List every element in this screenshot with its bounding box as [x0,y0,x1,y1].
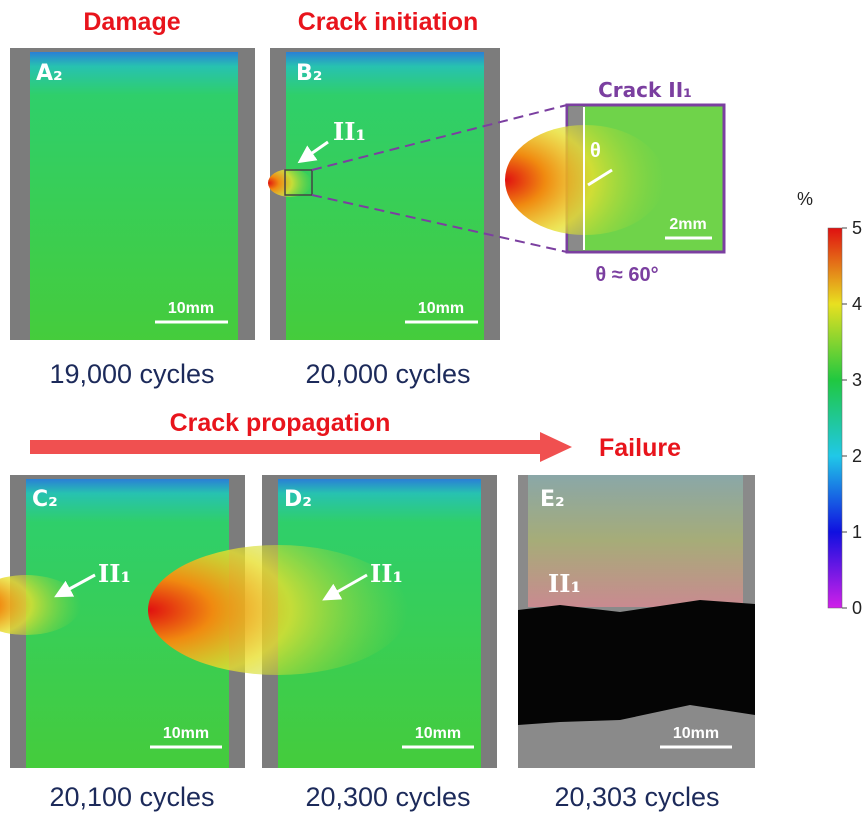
scale-label: 10mm [418,300,464,317]
caption: 20,303 cycles [554,782,719,812]
inset-title: Crack II₁ [598,78,692,102]
caption: 20,100 cycles [49,782,214,812]
figure: Damage Crack initiation A₂ 10mm 19,000 c… [0,0,863,816]
panel-label: D₂ [284,487,312,512]
panel-b: II₁ B₂ 10mm [268,48,500,340]
scale-label: 10mm [673,725,719,742]
colorbar-unit: % [797,189,813,209]
colorbar-tick-label: 2.2 [852,446,863,466]
title-damage: Damage [83,8,180,36]
caption: 20,300 cycles [305,782,470,812]
scale-label: 10mm [415,725,461,742]
colorbar-tick-label: 0 [852,598,862,618]
title-failure: Failure [599,434,681,462]
scale-label: 10mm [168,300,214,317]
colorbar-tick-label: 4.4 [852,294,863,314]
panel-a: A₂ 10mm [10,48,255,340]
inset-scale: 2mm [669,216,706,233]
title-propagation: Crack propagation [170,409,391,437]
crack-label: II₁ [98,559,131,588]
panel-label: C₂ [32,487,58,512]
panel-label: A₂ [36,61,63,86]
colorbar: % 0 1.1 2.2 3.3 4.4 5.5 [797,189,863,618]
panel-label: E₂ [540,487,565,512]
colorbar-tick-label: 5.5 [852,218,863,238]
panel-label: B₂ [296,61,322,86]
crack-label: II₁ [370,559,403,588]
scale-label: 10mm [163,725,209,742]
caption: 19,000 cycles [49,359,214,389]
panel-e: II₁ E₂ 10mm [518,475,755,768]
crack-label: II₁ [333,117,366,146]
caption: 20,000 cycles [305,359,470,389]
title-initiation: Crack initiation [298,8,479,36]
colorbar-tick-label: 3.3 [852,370,863,390]
colorbar-tick-label: 1.1 [852,522,863,542]
angle-symbol: θ [590,140,601,162]
angle-note: θ ≈ 60° [595,264,658,286]
crack-label: II₁ [548,569,581,598]
